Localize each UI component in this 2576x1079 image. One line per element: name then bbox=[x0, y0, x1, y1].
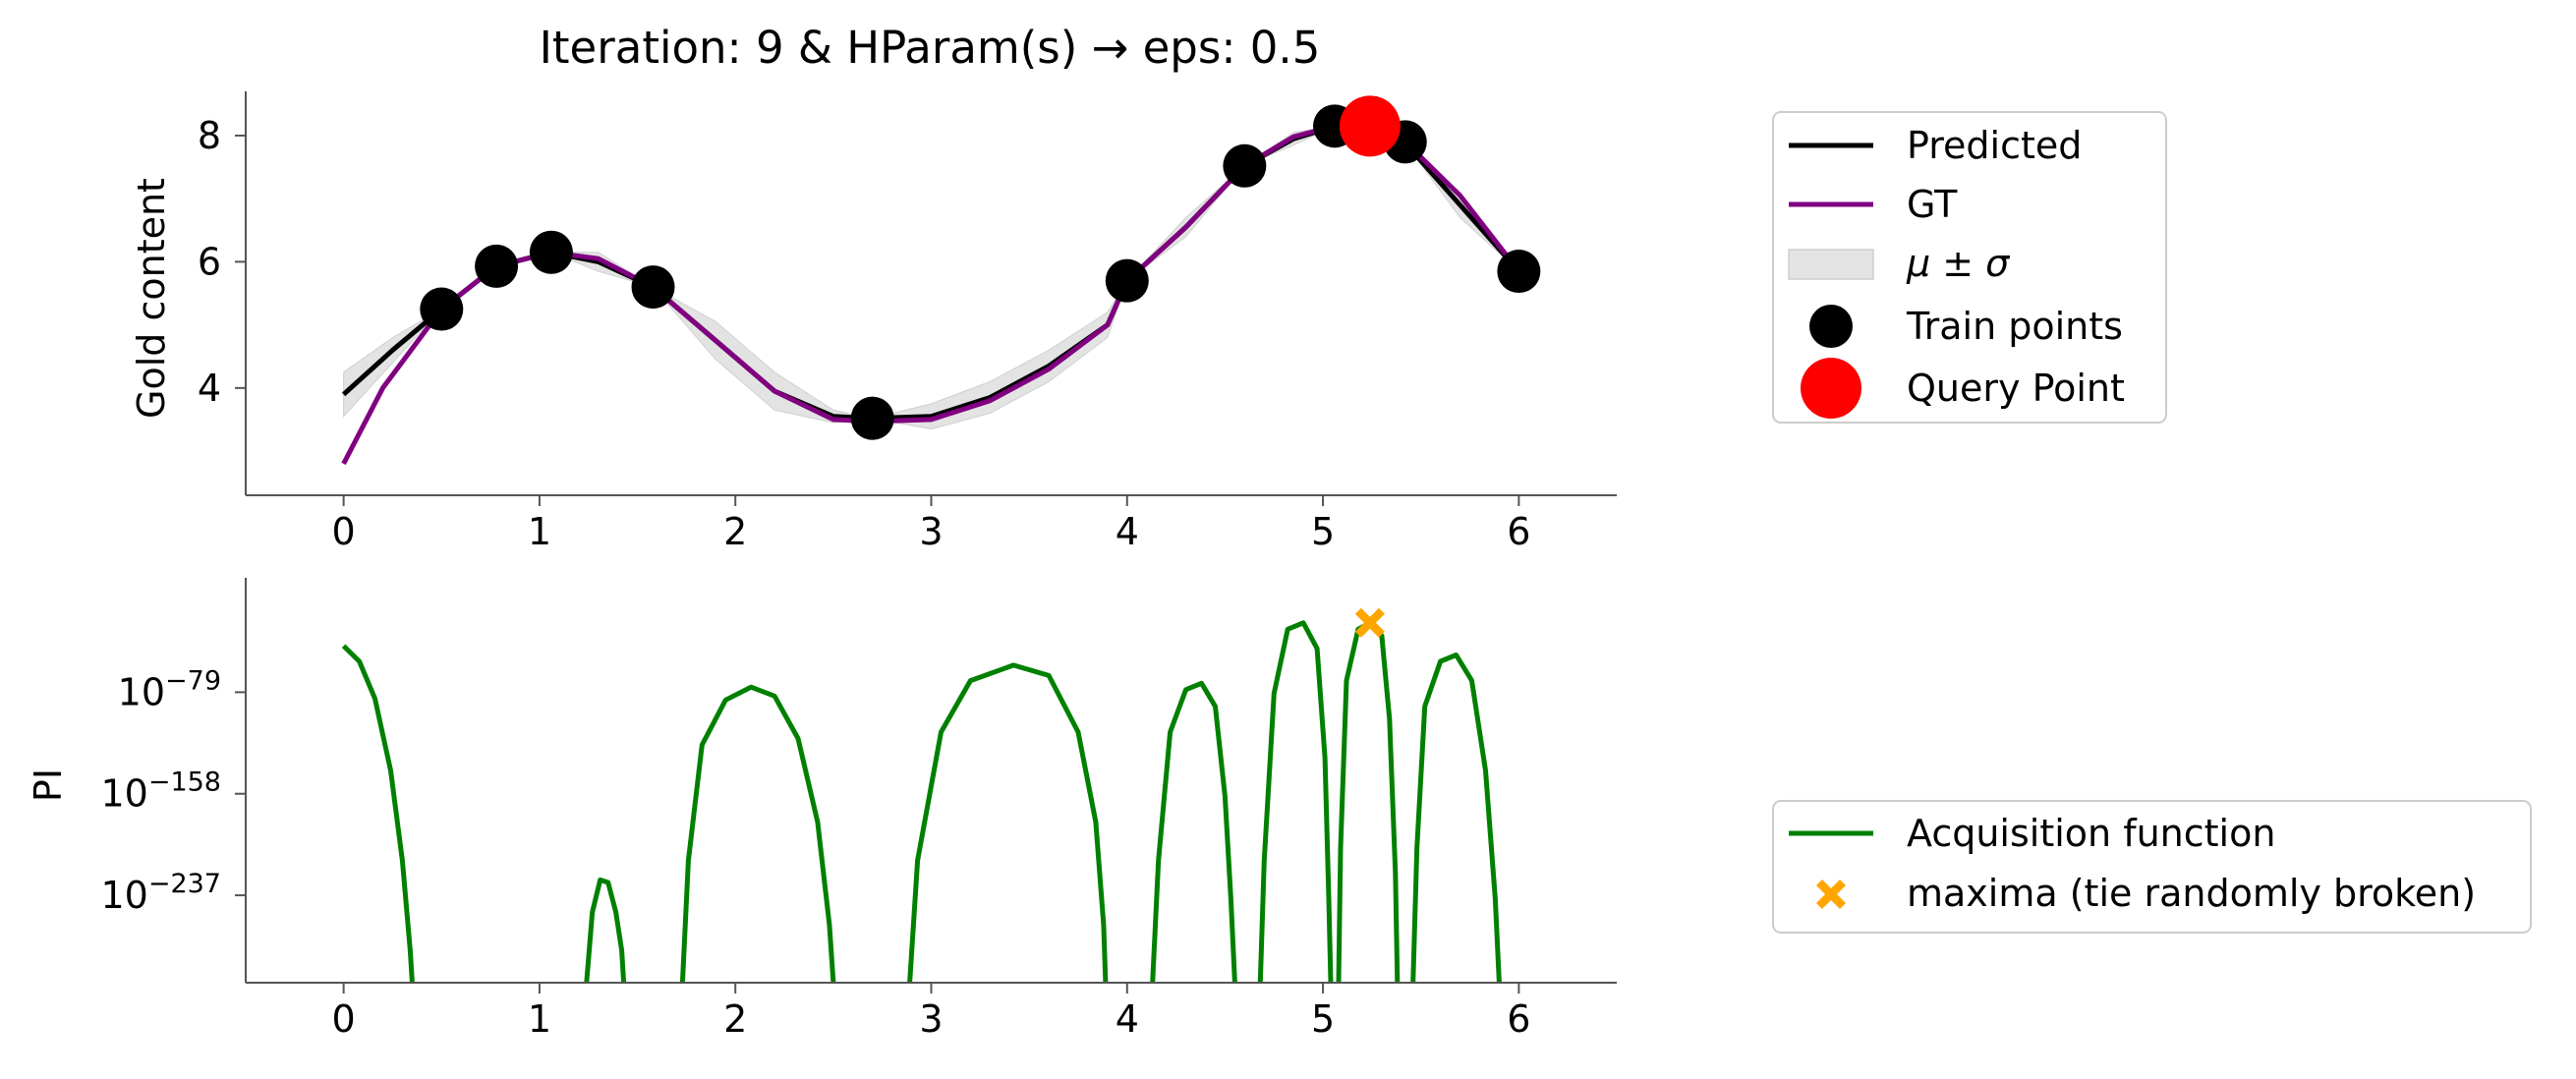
legend-band-label: μ ± σ bbox=[1906, 242, 2011, 285]
acquisition-segment bbox=[907, 662, 1109, 984]
train-point bbox=[1223, 143, 1267, 188]
top-y-tick-label: 6 bbox=[198, 240, 221, 283]
bottom-x-tick-label: 1 bbox=[528, 997, 551, 1041]
acquisition-segment bbox=[1336, 620, 1401, 984]
top-x-tick-label: 5 bbox=[1311, 510, 1335, 553]
top-x-tick-label: 6 bbox=[1507, 510, 1530, 553]
bottom-legend-frame bbox=[1772, 800, 2532, 934]
bottom-x-tick-label: 0 bbox=[332, 997, 356, 1041]
bottom-x-tick-label: 3 bbox=[919, 997, 943, 1041]
train-point bbox=[475, 244, 519, 288]
bottom-y-tick-label: 10−79 bbox=[118, 665, 221, 713]
top-x-tick-label: 3 bbox=[919, 510, 943, 553]
legend-train-swatch bbox=[1809, 305, 1853, 348]
bottom-x-tick-label: 5 bbox=[1311, 997, 1335, 1041]
train-point bbox=[850, 396, 894, 440]
acquisition-lines bbox=[341, 620, 1502, 984]
top-title: Iteration: 9 & HParam(s) → eps: 0.5 bbox=[540, 22, 1321, 74]
legend-maxima-label: maxima (tie randomly broken) bbox=[1907, 872, 2476, 915]
maxima-x-marker bbox=[1354, 607, 1385, 638]
top-x-tick-label: 2 bbox=[723, 510, 747, 553]
top-axes: 0 1 2 3 4 5 6 4 6 8 bbox=[198, 91, 1617, 553]
bottom-x-tick-label: 2 bbox=[723, 997, 747, 1041]
legend-train-label: Train points bbox=[1906, 305, 2123, 348]
predicted-line bbox=[341, 123, 1521, 422]
top-y-axis-label: Gold content bbox=[130, 178, 173, 419]
legend-query-swatch bbox=[1801, 358, 1861, 419]
acquisition-segment bbox=[679, 684, 836, 984]
top-panel: Iteration: 9 & HParam(s) → eps: 0.5 0 1 2 3… bbox=[130, 22, 1617, 553]
legend-query-label: Query Point bbox=[1907, 367, 2125, 410]
query-point bbox=[1339, 95, 1401, 157]
bottom-y-axis-label: PI bbox=[27, 768, 70, 802]
legend-band-swatch bbox=[1788, 249, 1874, 280]
legend-predicted-label: Predicted bbox=[1907, 124, 2082, 167]
top-x-tick-label: 1 bbox=[528, 510, 551, 553]
confidence-band bbox=[343, 119, 1519, 430]
bottom-x-tick-label: 6 bbox=[1507, 997, 1530, 1041]
top-y-tick-label: 8 bbox=[198, 114, 221, 157]
train-points bbox=[420, 104, 1541, 440]
legend-maxima-swatch bbox=[1816, 880, 1846, 909]
top-legend: Predicted GT μ ± σ Train points Query Po… bbox=[1772, 111, 2167, 424]
bottom-x-tick-label: 4 bbox=[1116, 997, 1139, 1041]
bottom-legend: Acquisition function maxima (tie randoml… bbox=[1772, 800, 2532, 934]
acquisition-segment bbox=[1150, 680, 1237, 984]
bottom-panel: 0 1 2 3 4 5 6 10−79 10−158 10−237 PI bbox=[27, 578, 1617, 1041]
acquisition-segment bbox=[341, 644, 415, 984]
acquisition-segment bbox=[1257, 620, 1334, 984]
bottom-y-tick-label: 10−158 bbox=[100, 767, 221, 816]
train-point bbox=[1105, 258, 1149, 303]
maxima-marker bbox=[1354, 607, 1385, 638]
top-y-tick-label: 4 bbox=[198, 367, 221, 410]
top-x-tick-label: 4 bbox=[1116, 510, 1139, 553]
query-point-marker bbox=[1339, 95, 1401, 157]
train-point bbox=[529, 230, 573, 274]
top-x-tick-label: 0 bbox=[332, 510, 356, 553]
legend-acq-label: Acquisition function bbox=[1907, 812, 2275, 855]
acquisition-segment bbox=[584, 877, 627, 984]
train-point bbox=[631, 265, 675, 310]
band-area bbox=[343, 119, 1519, 430]
top-legend-frame bbox=[1772, 111, 2167, 424]
legend-gt-label: GT bbox=[1907, 183, 1958, 226]
train-point bbox=[1497, 250, 1541, 294]
train-point bbox=[420, 287, 464, 331]
bottom-axes: 0 1 2 3 4 5 6 10−79 10−158 10−237 bbox=[100, 578, 1617, 1041]
bottom-y-tick-label: 10−237 bbox=[100, 869, 221, 917]
acquisition-segment bbox=[1410, 653, 1502, 984]
